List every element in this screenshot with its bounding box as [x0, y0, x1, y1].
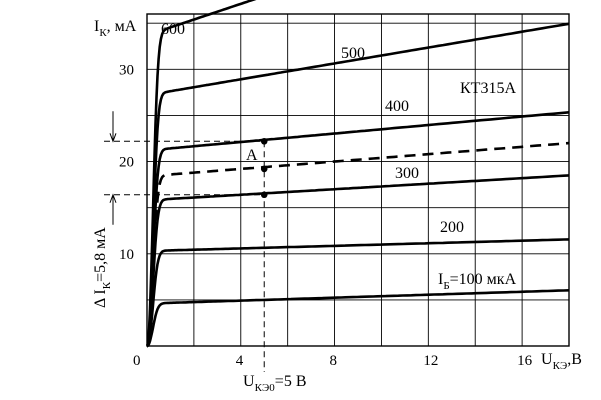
delta-arrowhead-upper: [109, 133, 117, 143]
y-axis-label: IК, мА: [94, 18, 137, 39]
x-tick-label: 12: [423, 353, 438, 369]
x-tick-label: 16: [517, 353, 533, 369]
series-line-350: [145, 141, 570, 348]
chart-marks: 0 4 8 12 16 10 20 30: [104, 0, 570, 372]
series-label-100: IБ=100 мкА: [438, 271, 517, 292]
y-tick-label: 30: [119, 62, 134, 78]
grid-lines: [146, 13, 570, 347]
y-tick-label: 20: [119, 155, 134, 171]
series-line-200: [145, 238, 570, 348]
series-line-500: [145, 22, 570, 348]
series-label-200: 200: [440, 219, 464, 236]
delta-current-label: Δ IК=5,8 мА: [92, 227, 113, 308]
x-tick-label: 8: [330, 353, 338, 369]
operating-voltage-label: UКЭ0=5 В: [243, 373, 307, 394]
series-line-300: [145, 174, 570, 348]
series-label-400: 400: [385, 98, 409, 115]
series-line-400: [145, 111, 570, 348]
plot-frame: [146, 13, 570, 347]
operating-point-marker: [260, 137, 268, 145]
series-label-300: 300: [395, 165, 419, 182]
series-label-600: 600: [161, 21, 185, 38]
device-label: КТ315А: [460, 80, 516, 97]
x-tick-label: 4: [236, 353, 244, 369]
series-label-500: 500: [341, 45, 365, 62]
delta-arrowhead-lower: [109, 193, 117, 203]
x-tick-label: 0: [133, 353, 141, 369]
y-tick-label: 10: [119, 247, 134, 263]
x-axis-label: UКЭ,В: [541, 351, 582, 372]
series-line-100: [145, 289, 570, 348]
operating-point-label: A: [246, 147, 258, 164]
operating-point-marker: [260, 191, 268, 199]
series-line-600: [145, 0, 257, 348]
operating-point-a: [260, 165, 268, 173]
